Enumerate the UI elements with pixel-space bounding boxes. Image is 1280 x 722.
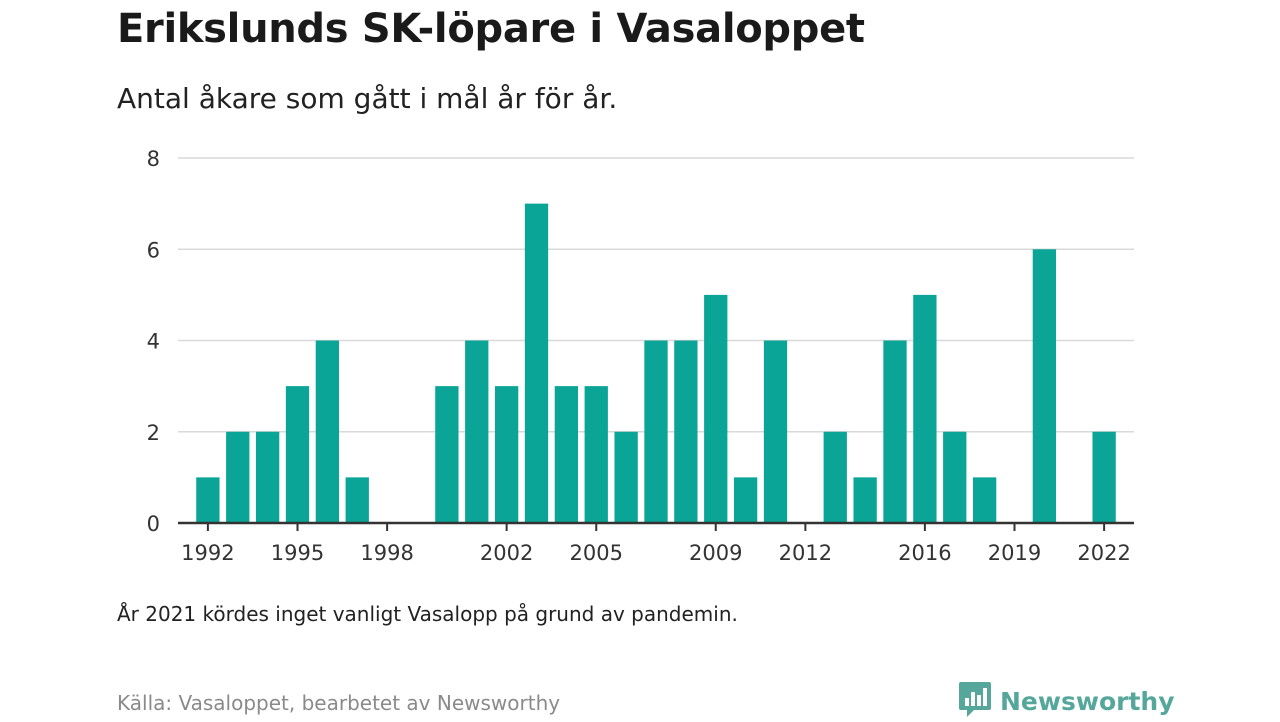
bar-1994 xyxy=(255,431,280,523)
bar-2017 xyxy=(943,431,967,523)
bar-1995 xyxy=(285,386,310,523)
bar-2005 xyxy=(584,386,608,523)
source-text: Källa: Vasaloppet, bearbetet av Newswort… xyxy=(117,691,561,715)
bar-2002 xyxy=(494,386,519,523)
x-tick-label: 2019 xyxy=(988,541,1041,565)
bar-chart-speech-bubble-icon xyxy=(958,680,992,722)
chart-subtitle: Antal åkare som gått i mål år för år. xyxy=(117,82,618,115)
x-tick-label: 1998 xyxy=(360,541,413,565)
bar-2010 xyxy=(733,477,758,523)
x-axis-ticks: 1992 1995 1998 2002 2005 2009 2012 2016 2019 2022 xyxy=(181,523,1131,565)
y-tick-label: 0 xyxy=(147,512,160,536)
y-tick-label: 6 xyxy=(147,238,160,262)
bar-1993 xyxy=(226,431,250,523)
bar-2011 xyxy=(763,340,788,523)
bar-2016 xyxy=(913,294,937,523)
bar-2001 xyxy=(465,340,489,523)
bar-1992 xyxy=(196,477,220,523)
bar-2004 xyxy=(554,386,579,523)
bar-2013 xyxy=(823,431,847,523)
bar-2018 xyxy=(972,477,997,523)
bars xyxy=(196,203,1116,523)
x-tick-label: 2005 xyxy=(570,541,623,565)
y-tick-label: 4 xyxy=(147,330,160,354)
bar-2000 xyxy=(435,386,459,523)
bar-2006 xyxy=(614,431,638,523)
brand-name: Newsworthy xyxy=(1000,686,1175,716)
bar-2008 xyxy=(674,340,698,523)
bar-2009 xyxy=(704,294,728,523)
x-tick-label: 2009 xyxy=(689,541,742,565)
bar-1997 xyxy=(345,477,369,523)
bar-2020 xyxy=(1032,249,1057,523)
x-tick-label: 2002 xyxy=(480,541,533,565)
bar-2015 xyxy=(883,340,907,523)
y-tick-label: 2 xyxy=(147,421,160,445)
bar-chart: 0 2 4 6 8 1992 1995 1998 2002 2005 2009 2012 2016 20… xyxy=(147,147,1134,565)
y-tick-label: 8 xyxy=(147,147,160,171)
x-tick-label: 2022 xyxy=(1077,541,1130,565)
bar-2003 xyxy=(524,203,549,523)
x-tick-label: 1995 xyxy=(271,541,324,565)
chart-title: Erikslunds SK-löpare i Vasaloppet xyxy=(117,6,865,52)
brand-logo[interactable]: Newsworthy xyxy=(958,680,1175,722)
x-tick-label: 2012 xyxy=(779,541,832,565)
bar-2014 xyxy=(853,477,877,523)
bar-1996 xyxy=(315,340,340,523)
y-axis-ticks: 0 2 4 6 8 xyxy=(147,147,160,536)
bar-2007 xyxy=(644,340,668,523)
chart-note: År 2021 kördes inget vanligt Vasalopp på… xyxy=(117,602,738,626)
bar-2022 xyxy=(1092,431,1116,523)
x-tick-label: 2016 xyxy=(898,541,951,565)
x-tick-label: 1992 xyxy=(181,541,234,565)
